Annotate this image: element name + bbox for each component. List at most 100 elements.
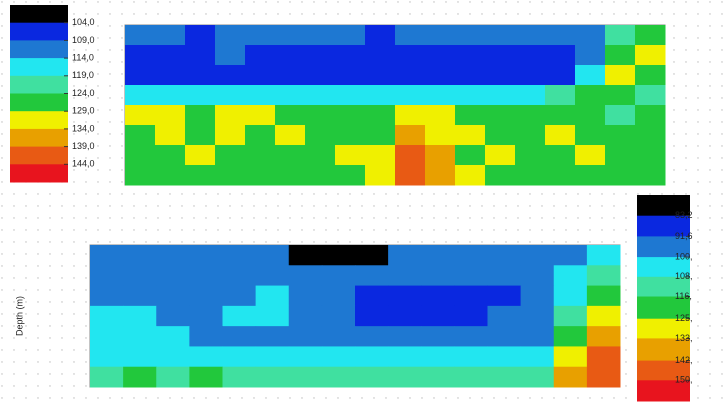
contour-cell bbox=[388, 245, 422, 266]
contour-cell bbox=[305, 25, 336, 46]
contour-cell bbox=[487, 285, 522, 307]
contour-cell bbox=[222, 265, 257, 287]
colorbar-label: 139,0 bbox=[72, 141, 95, 151]
contour-cell bbox=[395, 125, 426, 146]
contour-cell bbox=[215, 145, 246, 166]
contour-cell bbox=[635, 85, 666, 106]
contour-cell bbox=[189, 285, 223, 307]
contour-cell bbox=[553, 265, 588, 287]
colorbar-label: 150, bbox=[675, 375, 693, 385]
contour-cell bbox=[255, 305, 290, 327]
colorbar-band bbox=[637, 318, 690, 339]
contour-cell bbox=[255, 245, 290, 266]
contour-cell bbox=[275, 165, 306, 186]
contour-cell bbox=[520, 366, 555, 388]
contour-cell bbox=[421, 285, 455, 307]
contour-cell bbox=[586, 346, 621, 368]
contour-cell bbox=[90, 265, 124, 287]
contour-cell bbox=[515, 25, 546, 46]
contour-cell bbox=[305, 125, 336, 146]
contour-cell bbox=[586, 265, 621, 287]
contour-cell bbox=[485, 125, 516, 146]
contour-cell bbox=[125, 45, 156, 66]
contour-cell bbox=[123, 346, 157, 368]
contour-cell bbox=[586, 305, 621, 327]
colorbar-band bbox=[10, 164, 68, 183]
contour-cell bbox=[365, 85, 396, 106]
colorbar-band bbox=[10, 111, 68, 130]
contour-cell bbox=[485, 105, 516, 126]
contour-cell bbox=[425, 125, 456, 146]
colorbar-band bbox=[10, 93, 68, 112]
contour-cell bbox=[545, 105, 576, 126]
contour-cell bbox=[156, 245, 190, 266]
contour-cell bbox=[215, 125, 246, 146]
contour-cell bbox=[586, 285, 621, 307]
contour-cell bbox=[215, 85, 246, 106]
colorbar-label: 124,0 bbox=[72, 88, 95, 98]
contour-cell bbox=[605, 165, 636, 186]
contour-cell bbox=[305, 165, 336, 186]
contour-cell bbox=[454, 326, 488, 347]
contour-cell bbox=[421, 326, 455, 347]
contour-cell bbox=[215, 45, 246, 66]
contour-cell bbox=[185, 145, 216, 166]
contour-cell bbox=[605, 45, 636, 66]
contour-cell bbox=[305, 65, 336, 86]
contour-cell bbox=[575, 125, 606, 146]
contour-cell bbox=[156, 285, 190, 307]
contour-cell bbox=[123, 326, 157, 347]
colorbar-label: 83,2 bbox=[675, 210, 693, 220]
contour-cell bbox=[425, 145, 456, 166]
contour-cell bbox=[275, 105, 306, 126]
contour-cell bbox=[288, 366, 323, 388]
contour-cell bbox=[388, 326, 422, 347]
contour-cell bbox=[575, 165, 606, 186]
contour-cell bbox=[189, 305, 223, 327]
contour-cell bbox=[395, 105, 426, 126]
contour-cell bbox=[395, 25, 426, 46]
contour-cell bbox=[305, 45, 336, 66]
contour-cell bbox=[454, 265, 488, 287]
contour-cell bbox=[125, 65, 156, 86]
contour-cell bbox=[365, 165, 396, 186]
contour-cell bbox=[156, 265, 190, 287]
contour-cell bbox=[222, 305, 257, 327]
contour-cell bbox=[305, 85, 336, 106]
contour-cell bbox=[520, 285, 555, 307]
contour-cell bbox=[335, 125, 366, 146]
contour-cell bbox=[545, 165, 576, 186]
contour-cell bbox=[421, 305, 455, 327]
contour-cell bbox=[185, 105, 216, 126]
contour-cell bbox=[355, 265, 389, 287]
contour-cell bbox=[425, 25, 456, 46]
colorbar-band bbox=[637, 236, 690, 258]
contour-cell bbox=[545, 65, 576, 86]
colorbar-band bbox=[10, 128, 68, 148]
contour-cell bbox=[321, 326, 356, 347]
contour-cell bbox=[355, 305, 389, 327]
contour-cell bbox=[455, 105, 486, 126]
colorbar-label: 134,0 bbox=[72, 123, 95, 133]
contour-cell bbox=[321, 245, 356, 266]
colorbar-band bbox=[10, 75, 68, 94]
contour-cell bbox=[245, 65, 276, 86]
contour-cell bbox=[245, 145, 276, 166]
contour-cell bbox=[545, 125, 576, 146]
contour-cell bbox=[155, 125, 186, 146]
contour-cell bbox=[185, 85, 216, 106]
contour-cell bbox=[245, 85, 276, 106]
contour-cell bbox=[487, 346, 522, 368]
contour-cell bbox=[425, 85, 456, 106]
colorbar-label: 133, bbox=[675, 333, 693, 343]
contour-cell bbox=[515, 85, 546, 106]
contour-cell bbox=[288, 285, 323, 307]
contour-cell bbox=[455, 145, 486, 166]
contour-cell bbox=[189, 326, 223, 347]
contour-cell bbox=[515, 145, 546, 166]
contour-cell bbox=[288, 265, 323, 287]
contour-cell bbox=[90, 326, 124, 347]
contour-cell bbox=[635, 125, 666, 146]
contour-cell bbox=[395, 85, 426, 106]
contour-cell bbox=[425, 105, 456, 126]
